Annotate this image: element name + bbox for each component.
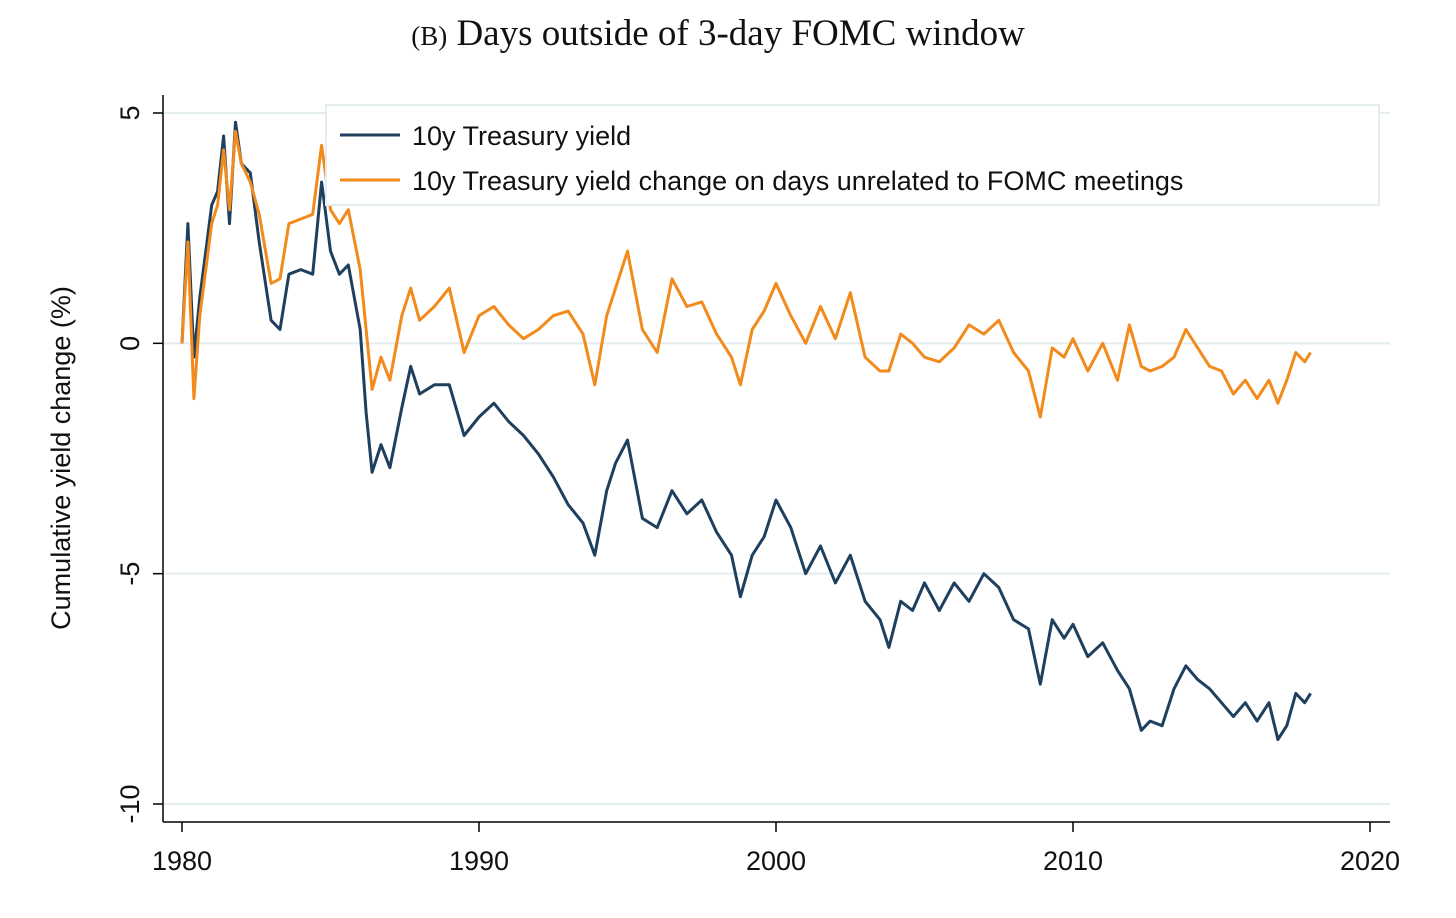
y-tick-label: 5 <box>115 105 145 120</box>
gridlines <box>164 112 1390 805</box>
y-tick-label: -10 <box>115 784 145 823</box>
x-tick-label: 2000 <box>746 846 806 876</box>
legend-label-1: 10y Treasury yield <box>412 121 631 151</box>
series-line-2 <box>180 129 1312 419</box>
x-tick-label: 1980 <box>152 846 212 876</box>
legend-label-2: 10y Treasury yield change on days unrela… <box>412 166 1183 196</box>
series-line-1 <box>180 120 1312 741</box>
series-lines <box>180 120 1312 741</box>
chart-title-line: (B) Days outside of 3-day FOMC window <box>0 12 1436 55</box>
legend: 10y Treasury yield 10y Treasury yield cha… <box>325 104 1380 206</box>
chart-title: Days outside of 3-day FOMC window <box>456 13 1025 54</box>
x-tick-label: 2020 <box>1340 846 1400 876</box>
y-axis-label: Cumulative yield change (%) <box>46 286 76 630</box>
y-tick-label: 0 <box>115 336 145 351</box>
y-tick-label: -5 <box>115 562 145 586</box>
chart-background <box>0 82 1456 910</box>
x-tick-label: 1990 <box>449 846 509 876</box>
panel-label: (B) <box>411 21 448 51</box>
x-tick-label: 2010 <box>1043 846 1103 876</box>
legend-box <box>325 104 1380 206</box>
